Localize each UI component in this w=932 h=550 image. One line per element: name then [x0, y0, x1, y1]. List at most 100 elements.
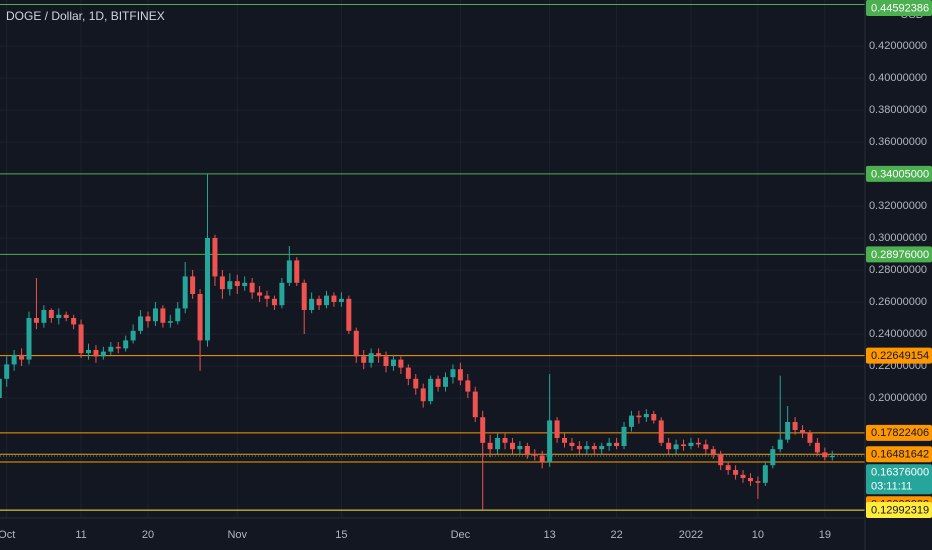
candle-body [562, 438, 568, 443]
candle-body [643, 414, 649, 418]
candle-body [814, 442, 820, 453]
candles [0, 174, 835, 510]
candle-body [807, 433, 813, 443]
candle-body [152, 308, 158, 322]
candle-body [219, 276, 225, 290]
candle-body [368, 353, 374, 363]
chart-title: DOGE / Dollar, 1D, BITFINEX [6, 9, 165, 23]
x-tick-label: 11 [75, 529, 86, 541]
candle-body [138, 316, 144, 331]
level-label-bg [866, 347, 932, 364]
countdown: 03:11:11 [871, 481, 912, 493]
level-label-bg [866, 424, 932, 441]
candle-body [539, 455, 545, 462]
level-label-bg [866, 0, 932, 16]
candle-body [160, 308, 166, 323]
candle-body [33, 318, 39, 323]
candle-body [145, 316, 151, 322]
candle-body [78, 324, 84, 354]
candle-body [658, 420, 664, 443]
y-tick-label: 0.38000000 [869, 104, 927, 116]
candle-body [733, 470, 739, 475]
candle-body [792, 422, 798, 430]
candle-body [420, 388, 426, 402]
candle-body [271, 298, 277, 306]
candle-body [465, 380, 471, 392]
candle-body [316, 298, 322, 306]
candle-body [346, 298, 352, 331]
candle-body [829, 455, 835, 458]
candle-body [63, 314, 69, 318]
candle-body [472, 391, 478, 418]
candle-body [584, 446, 590, 450]
candle-body [785, 422, 791, 440]
candle-body [115, 346, 121, 349]
candle-body [532, 454, 538, 456]
candle-body [338, 298, 344, 302]
level-label-bg [866, 246, 932, 263]
candle-body [11, 354, 17, 365]
candle-body [197, 294, 203, 341]
candle-body [636, 415, 642, 418]
candle-body [747, 478, 753, 482]
candle-body [718, 454, 724, 466]
x-tick-label: 20 [142, 529, 154, 541]
level-label-bg [866, 464, 932, 495]
candle-body [249, 282, 255, 293]
candle-body [725, 465, 731, 470]
candle-body [569, 442, 575, 446]
level-label-bg [866, 165, 932, 182]
y-tick-label: 0.24000000 [869, 328, 927, 340]
candle-body [167, 321, 173, 323]
candle-body [606, 442, 612, 446]
level-labels: 0.44592386 0.34005000 0.28976000 0.22649154… [866, 0, 932, 518]
candle-body [487, 442, 493, 450]
y-tick-label: 0.28000000 [869, 264, 927, 276]
candle-body [123, 340, 129, 349]
y-tick-label: 0.36000000 [869, 136, 927, 148]
candle-body [353, 330, 359, 357]
x-tick-label: Nov [227, 529, 247, 541]
y-tick-label: 0.42000000 [869, 40, 927, 52]
level-label: 0.12992319 [871, 504, 929, 516]
candle-body [524, 446, 530, 454]
level-label: 0.34005000 [871, 168, 929, 180]
candle-body [413, 378, 419, 389]
candle-body [100, 351, 106, 357]
candle-body [26, 318, 32, 360]
candle-body [554, 420, 560, 438]
candle-body [509, 442, 515, 450]
candle-body [651, 414, 657, 421]
level-label: 0.17822406 [871, 427, 929, 439]
candle-body [591, 446, 597, 450]
candle-body [286, 260, 292, 283]
candle-body [257, 292, 263, 296]
y-tick-label: 0.30000000 [869, 232, 927, 244]
candle-body [547, 420, 553, 462]
candle-body [190, 276, 196, 294]
candle-body [770, 449, 776, 466]
candle-body [681, 444, 687, 446]
candle-body [361, 356, 367, 363]
level-label: 0.28976000 [871, 249, 929, 261]
candle-body [175, 308, 181, 322]
candle-body [108, 346, 114, 352]
candle-body [777, 439, 783, 450]
candle-body [621, 426, 627, 446]
candle-body [666, 442, 672, 450]
x-tick-label: Oct [0, 529, 15, 541]
candle-body [710, 449, 716, 454]
x-tick-label: 2022 [679, 529, 703, 541]
candle-body [212, 238, 218, 277]
candle-body [398, 359, 404, 368]
candle-body [435, 378, 441, 387]
candle-body [450, 369, 456, 378]
x-tick-label: Dec [451, 529, 471, 541]
x-tick-label: 19 [819, 529, 831, 541]
candle-body [309, 298, 315, 310]
candle-body [755, 481, 761, 483]
candle-body [383, 356, 389, 366]
candle-body [182, 276, 188, 309]
candle-body [628, 415, 634, 427]
candle-body [695, 442, 701, 445]
